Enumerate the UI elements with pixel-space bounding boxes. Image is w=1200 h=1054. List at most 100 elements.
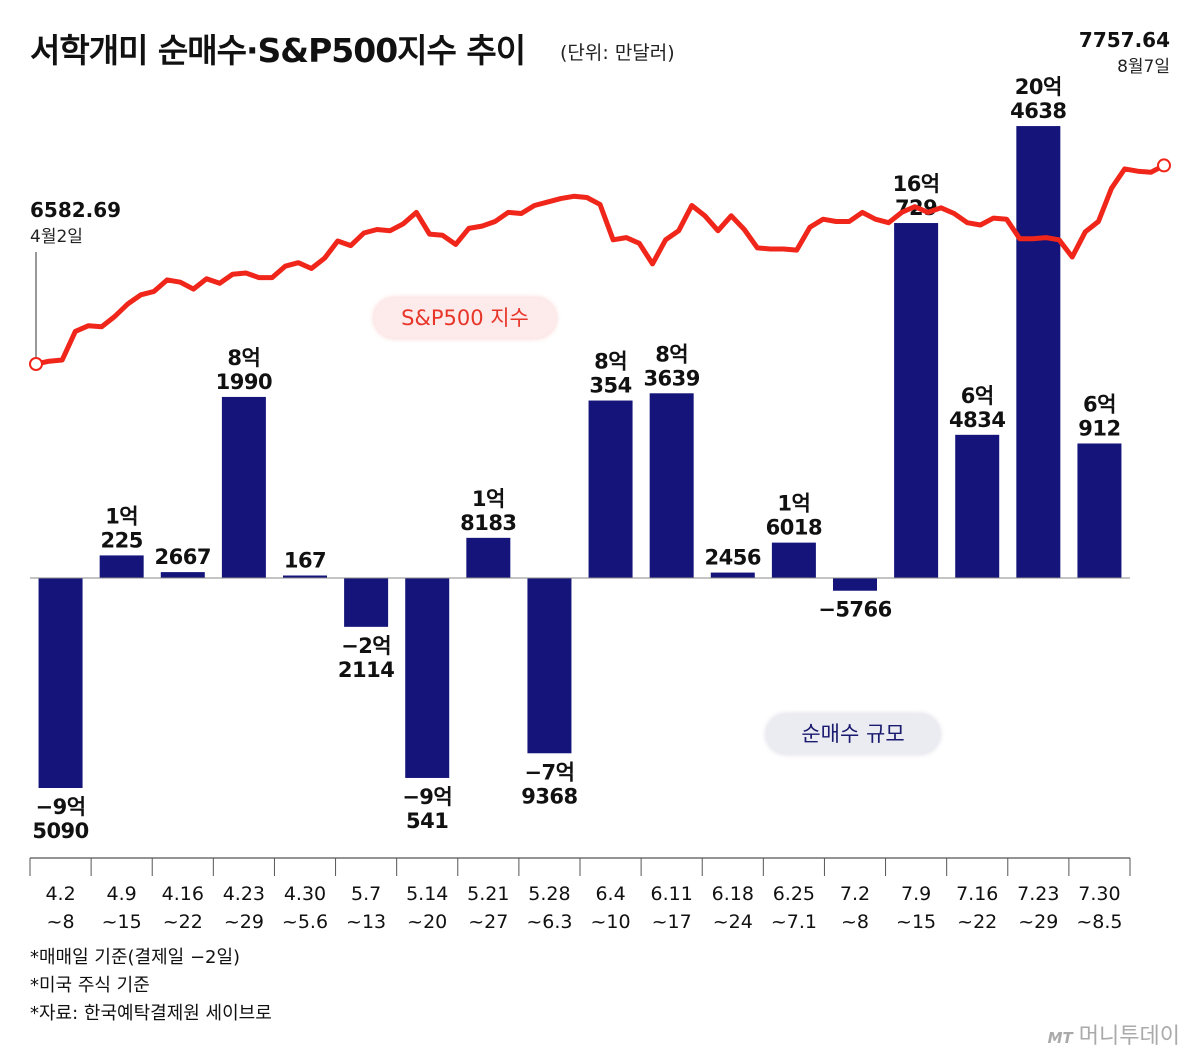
footnote-basis: *매매일 기준(결제일 −2일)	[30, 947, 241, 968]
x-tick-label-14-a: 7.9	[901, 883, 931, 905]
bar-label-12-0: 1억	[777, 492, 810, 516]
bar-label-10-1: 3639	[643, 366, 699, 390]
x-tick-label-17-a: 7.30	[1078, 883, 1120, 905]
bar-6	[405, 578, 450, 778]
bar-label-9-0: 8억	[594, 350, 627, 374]
bar-7	[466, 537, 511, 578]
bar-10	[649, 393, 694, 578]
x-tick-label-9-b: ~10	[591, 911, 631, 933]
bar-9	[588, 400, 633, 578]
sp500-line	[33, 162, 1167, 367]
bar-label-0-0: −9억	[36, 795, 86, 819]
x-tick-label-7-b: ~27	[468, 911, 508, 933]
x-tick-label-2-b: ~22	[163, 911, 203, 933]
x-tick-label-1-b: ~15	[102, 911, 142, 933]
brand-mark: MT	[1047, 1029, 1073, 1047]
bar-4	[283, 575, 327, 578]
footnote-scope: *미국 주식 기준	[30, 975, 150, 996]
x-tick-label-8-a: 5.28	[528, 883, 570, 905]
bar-3	[221, 396, 266, 578]
bar-label-3-0: 8억	[227, 346, 260, 370]
start-value: 6582.69	[30, 198, 122, 222]
x-tick-label-7-a: 5.21	[467, 883, 509, 905]
bar-label-17-0: 6억	[1083, 392, 1116, 416]
bar-5	[344, 578, 389, 627]
bar-label-3-1: 1990	[216, 370, 272, 394]
x-tick-label-16-b: ~29	[1018, 911, 1058, 933]
bar-label-14-0: 16억	[893, 172, 940, 196]
bar-label-16-0: 20억	[1015, 75, 1062, 99]
x-tick-label-2-a: 4.16	[162, 883, 204, 905]
end-point-marker	[1157, 158, 1171, 173]
bar-label-0-1: 5090	[32, 819, 88, 843]
footnotes: *매매일 기준(결제일 −2일) *미국 주식 기준 *자료: 한국예탁결제원 …	[30, 944, 272, 1028]
bar-label-6-0: −9억	[402, 785, 452, 809]
x-tick-label-4-b: ~5.6	[282, 911, 328, 933]
x-tick-label-5-a: 5.7	[351, 883, 381, 905]
sp500-legend-pill: S&P500 지수	[374, 298, 556, 338]
x-tick-label-9-a: 6.4	[595, 883, 625, 905]
bar-label-8-0: −7억	[524, 760, 574, 784]
bar-label-9-1: 354	[589, 374, 631, 398]
bar-label-15-0: 6억	[961, 384, 994, 408]
bar-label-5-0: −2억	[341, 634, 391, 658]
bar-label-1-1: 225	[100, 528, 142, 552]
bar-label-7-1: 8183	[460, 511, 516, 535]
bar-label-10-0: 8억	[655, 342, 688, 366]
x-tick-label-10-b: ~17	[652, 911, 692, 933]
bar-label-16-1: 4638	[1010, 99, 1066, 123]
bar-11	[710, 572, 755, 578]
chart-title: 서학개미 순매수·S&P500지수 추이	[30, 31, 526, 70]
bar-1	[99, 555, 144, 578]
bar-17	[1077, 443, 1122, 578]
bar-8	[527, 578, 572, 754]
x-tick-label-3-b: ~29	[224, 911, 264, 933]
x-tick-label-4-a: 4.30	[284, 883, 326, 905]
footnote-source: *자료: 한국예탁결제원 세이브로	[30, 1003, 272, 1024]
x-tick-label-0-b: ~8	[47, 911, 75, 933]
brand-logo: MT 머니투데이	[1048, 1018, 1180, 1050]
bar-label-6-1: 541	[406, 809, 448, 833]
bar-13	[833, 578, 877, 591]
bar-15	[955, 434, 1000, 578]
bar-label-1-0: 1억	[105, 504, 138, 528]
bar-label-12-1: 6018	[766, 516, 822, 540]
x-tick-label-5-b: ~13	[346, 911, 386, 933]
bar-label-15-1: 4834	[949, 408, 1005, 432]
bar-12	[771, 542, 816, 578]
bar-label-7-0: 1억	[472, 487, 505, 511]
start-annotation: 6582.69 4월2일	[30, 198, 121, 247]
x-tick-label-11-b: ~24	[713, 911, 753, 933]
unit-label: (단위: 만달러)	[560, 42, 675, 64]
end-annotation: 7757.64 8월7일	[1079, 28, 1170, 77]
start-point-marker	[29, 357, 43, 371]
x-tick-label-8-b: ~6.3	[526, 911, 572, 933]
x-tick-label-0-a: 4.2	[45, 883, 75, 905]
x-tick-label-12-b: ~7.1	[771, 911, 817, 933]
start-date: 4월2일	[30, 227, 83, 247]
bar-label-2-0: 2667	[155, 545, 211, 569]
x-tick-label-10-a: 6.11	[651, 883, 693, 905]
net-buy-legend-pill: 순매수 규모	[766, 714, 940, 754]
x-tick-label-11-a: 6.18	[712, 883, 754, 905]
x-tick-label-3-a: 4.23	[223, 883, 265, 905]
bar-16	[1016, 126, 1061, 578]
bar-label-5-1: 2114	[338, 658, 394, 682]
bar-label-4-0: 167	[284, 549, 326, 573]
bar-label-17-1: 912	[1078, 416, 1120, 440]
x-tick-label-16-a: 7.23	[1017, 883, 1059, 905]
bar-2	[160, 572, 205, 578]
x-tick-label-15-a: 7.16	[956, 883, 998, 905]
x-tick-label-17-b: ~8.5	[1076, 911, 1122, 933]
bar-label-8-1: 9368	[521, 784, 577, 808]
x-tick-label-1-a: 4.9	[107, 883, 137, 905]
x-tick-label-13-a: 7.2	[840, 883, 870, 905]
x-tick-label-15-b: ~22	[957, 911, 997, 933]
end-date: 8월7일	[1117, 57, 1170, 77]
bar-14	[894, 223, 939, 578]
x-tick-label-6-b: ~20	[407, 911, 447, 933]
x-tick-label-13-b: ~8	[841, 911, 869, 933]
end-value: 7757.64	[1078, 28, 1170, 52]
bar-0	[38, 578, 83, 788]
